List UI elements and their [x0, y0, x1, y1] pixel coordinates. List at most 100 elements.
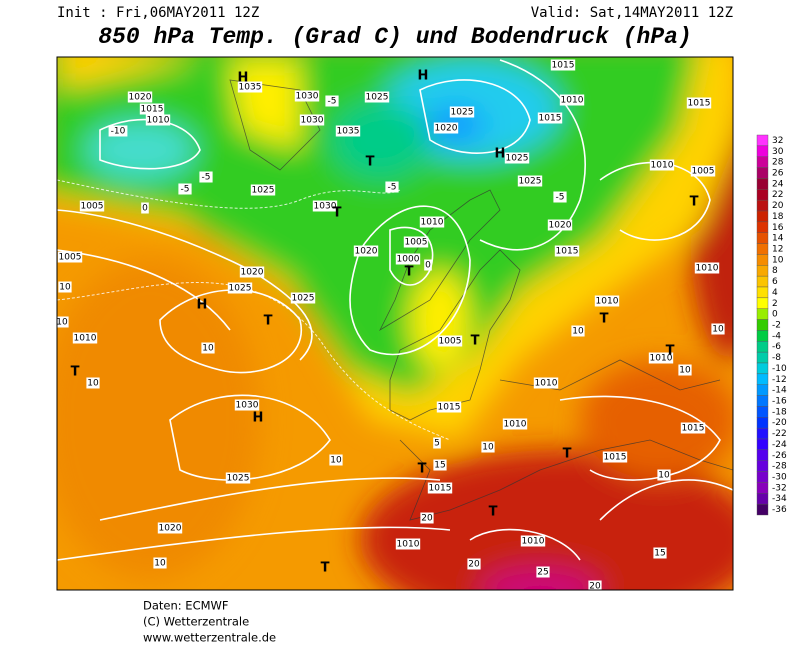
colorbar-label: -18 [772, 407, 787, 417]
contour-label: 1030 [314, 202, 337, 212]
contour-label: 15 [434, 461, 445, 471]
contour-label: 1010 [522, 537, 545, 547]
label-box [145, 114, 171, 126]
colorbar-label: 10 [772, 255, 784, 265]
label-box [237, 81, 263, 93]
label-box [86, 377, 100, 389]
colorbar-label: 30 [772, 147, 784, 157]
colorbar-cell [756, 341, 769, 353]
contour-label: 1010 [397, 540, 420, 550]
contour-label: 1025 [506, 154, 529, 164]
colorbar-cell [756, 330, 769, 342]
colorbar-label: 0 [772, 310, 778, 320]
label-box [57, 316, 69, 328]
contour-label: 1025 [252, 186, 275, 196]
colorbar-cell [756, 395, 769, 407]
colorbar-label: -26 [772, 451, 787, 461]
contour-label: 10 [482, 443, 494, 453]
label-box [649, 159, 675, 171]
contour-label: 1030 [296, 92, 319, 102]
colorbar-label: -16 [772, 397, 787, 407]
contour-label: 1015 [552, 61, 575, 71]
label-box [437, 335, 463, 347]
label-box [353, 245, 379, 257]
colorbar-cell [756, 373, 769, 385]
colorbar-cell [756, 286, 769, 299]
label-box [234, 399, 260, 411]
contour-label: 1010 [421, 218, 444, 228]
colorbar-label: -14 [772, 386, 787, 396]
label-box [553, 191, 567, 203]
colorbar-label: -28 [772, 462, 787, 472]
colorbar-cell [756, 210, 769, 223]
label-box [436, 401, 462, 413]
colorbar-cell [756, 384, 769, 396]
contour-label: 20 [421, 514, 433, 524]
label-box [559, 94, 585, 106]
colorbar-cell [756, 308, 769, 320]
pressure-center: T [264, 314, 273, 329]
pressure-center: T [489, 505, 498, 520]
colorbar-cell [756, 189, 769, 201]
contour-label: 10 [330, 456, 342, 466]
colorbar-cell [756, 319, 769, 331]
contour-label: 1000 [397, 255, 420, 265]
label-box [678, 364, 692, 376]
label-box [127, 91, 153, 103]
label-box [680, 422, 706, 434]
colorbar-cell [756, 449, 769, 461]
label-box [571, 325, 585, 337]
contour-label: 10 [202, 344, 214, 354]
label-box [449, 106, 475, 118]
label-box [686, 97, 712, 109]
colorbar-cell [756, 460, 769, 472]
contour-label: -5 [181, 185, 190, 195]
contour-label: 10 [59, 283, 71, 293]
contour-label: 10 [712, 325, 724, 335]
colorbar: 32302826242220181614121086420-2-4-6-8-10… [756, 134, 787, 516]
label-box [403, 236, 429, 248]
contour-label: 1030 [236, 401, 259, 411]
label-box [225, 472, 251, 484]
label-box [427, 482, 453, 494]
label-box [201, 342, 215, 354]
footer-line: Daten: ECMWF [143, 599, 229, 613]
contour-label: 1020 [159, 524, 182, 534]
contour-label: 1010 [504, 420, 527, 430]
colorbar-label: 4 [772, 288, 778, 298]
contour-label: 1020 [435, 124, 458, 134]
colorbar-cell [756, 417, 769, 429]
pressure-center: T [471, 334, 480, 349]
contour-label: -10 [111, 127, 126, 137]
colorbar-label: -24 [772, 440, 787, 450]
contour-label: 0 [425, 261, 431, 271]
label-box [419, 216, 445, 228]
colorbar-cell [756, 167, 769, 179]
contour-label: 10 [87, 379, 99, 389]
contour-label: 1010 [596, 297, 619, 307]
colorbar-label: -32 [772, 483, 787, 493]
label-box [141, 202, 149, 214]
contour-label: 10 [679, 366, 691, 376]
label-box [554, 245, 580, 257]
contour-label: 1010 [74, 334, 97, 344]
contour-label: 1010 [147, 116, 170, 126]
contour-label: 1020 [241, 268, 264, 278]
contour-label: 10 [154, 559, 166, 569]
contour-label: 10 [572, 327, 584, 337]
pressure-center: T [666, 344, 675, 359]
contour-label: -5 [202, 173, 211, 183]
label-box [467, 558, 481, 570]
label-box [657, 469, 671, 481]
colorbar-label: -6 [772, 342, 781, 352]
colorbar-label: 18 [772, 212, 784, 222]
init-time: Init : Fri,06MAY2011 12Z [57, 5, 259, 21]
colorbar-cell [756, 503, 769, 516]
label-box [536, 566, 550, 578]
colorbar-cell [756, 232, 769, 244]
colorbar-label: 26 [772, 169, 784, 179]
label-box [199, 171, 213, 183]
colorbar-cell [756, 254, 769, 266]
